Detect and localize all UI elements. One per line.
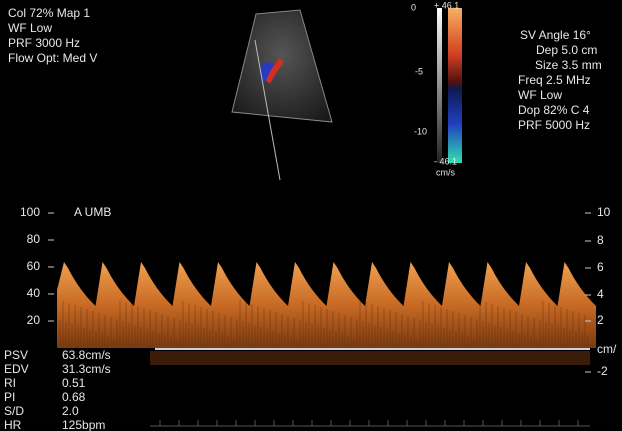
axis-right-label: cm/ [597,342,617,356]
axis-right-label: 8 [597,233,604,247]
measure-name: S/D [4,404,24,418]
measure-name: EDV [4,362,29,376]
axis-right-label: 6 [597,260,604,274]
setting: WF Low [8,21,52,35]
axis-left-label: 60 [27,259,41,273]
setting: Dep 5.0 cm [536,43,597,57]
measure-value: 63.8cm/s [62,348,111,362]
setting: Dop 82% C 4 [518,103,590,117]
measure-name: PSV [4,348,28,362]
measure-name: HR [4,418,22,431]
axis-right-label: -2 [597,364,608,378]
setting: SV Angle 16° [520,28,591,42]
measure-name: RI [4,376,16,390]
spectral-waveform [57,262,596,348]
color-bottom: - 46.1 [434,156,457,166]
measure-value: 2.0 [62,404,79,418]
ultrasound-screen: Col 72% Map 1WF LowPRF 3000 HzFlow Opt: … [0,0,622,431]
setting: WF Low [518,88,562,102]
depth-mark: -5 [415,66,423,76]
axis-right-label: 4 [597,287,604,301]
color-bar [448,8,462,163]
color-unit: cm/s [436,167,455,177]
sector-image [232,10,332,122]
measure-name: PI [4,390,15,404]
reverse-noise [150,351,590,365]
axis-left-label: 100 [20,205,40,219]
depth-mark: 0 [411,2,416,12]
setting: Size 3.5 mm [535,58,602,72]
setting: PRF 5000 Hz [518,118,590,132]
measure-value: 0.51 [62,376,86,390]
color-top: + 46.1 [434,0,459,10]
setting: Col 72% Map 1 [8,6,90,20]
gray-bar [437,8,442,163]
measure-value: 31.3cm/s [62,362,111,376]
setting: Flow Opt: Med V [8,51,97,65]
axis-left-label: 20 [27,313,41,327]
axis-right-label: 10 [597,205,611,219]
setting: Freq 2.5 MHz [518,73,591,87]
setting: PRF 3000 Hz [8,36,80,50]
trace-label: A UMB [74,205,111,219]
axis-left-label: 40 [27,286,41,300]
axis-right-label: 2 [597,313,604,327]
measure-value: 125bpm [62,418,105,431]
measure-value: 0.68 [62,390,86,404]
depth-mark: -10 [414,126,427,136]
axis-left-label: 80 [27,232,41,246]
